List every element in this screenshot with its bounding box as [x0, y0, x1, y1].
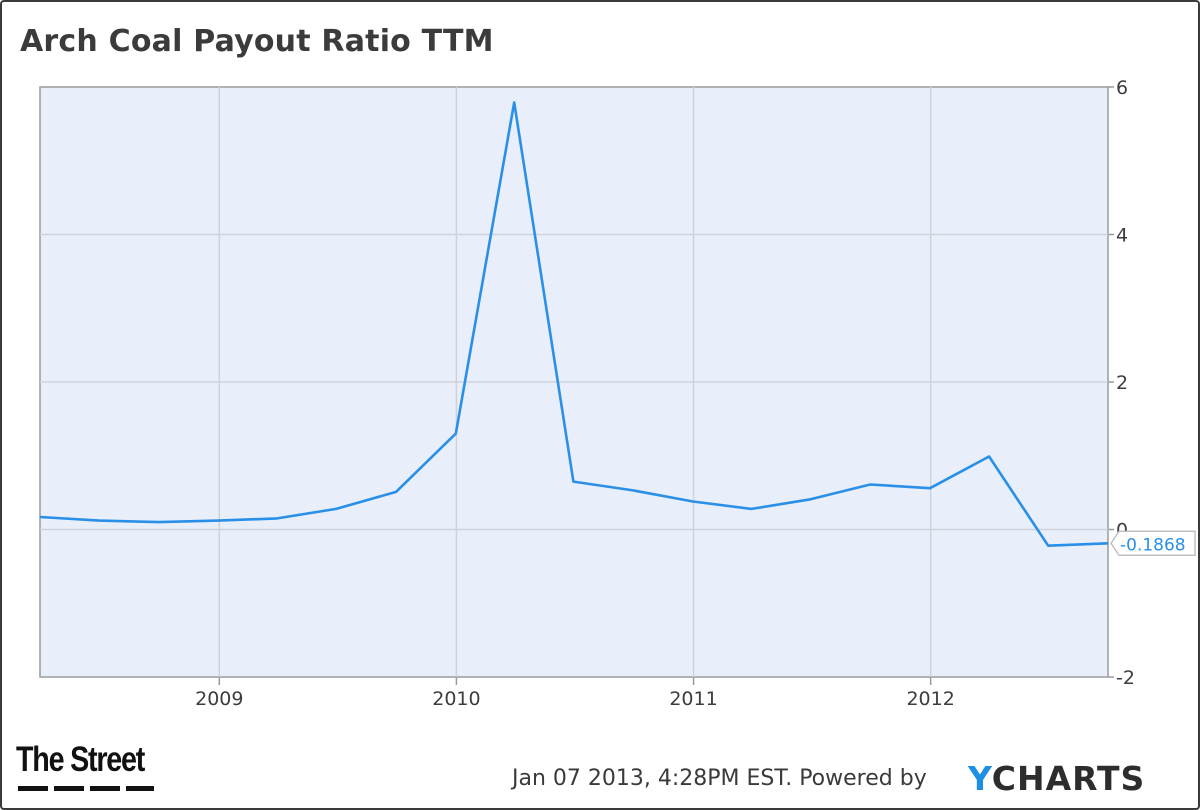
- x-tick-label: 2010: [432, 688, 480, 710]
- x-tick-label: 2011: [669, 688, 717, 710]
- series-line-payout-ratio: [39, 101, 1109, 547]
- footer-timestamp-line: Jan 07 2013, 4:28PM EST. Powered by: [512, 766, 927, 791]
- x-axis: 2009 2010 2011 2012: [195, 677, 955, 710]
- ycharts-logo: YCHARTS: [968, 759, 1145, 798]
- y-tick-label: 4: [1116, 225, 1128, 247]
- x-tick-label: 2009: [195, 688, 243, 710]
- powered-by-text: Powered by: [799, 766, 927, 791]
- x-tick-label: 2012: [906, 688, 954, 710]
- last-value-tag-shape: [1110, 530, 1196, 556]
- gridlines: [40, 87, 1108, 677]
- y-tick-label: 6: [1116, 77, 1128, 99]
- chart-title: Arch Coal Payout Ratio TTM: [20, 24, 494, 59]
- y-tick-label: -2: [1116, 667, 1135, 689]
- ycharts-y-glyph: Y: [968, 759, 992, 798]
- thestreet-logo: The Street: [16, 740, 145, 779]
- ycharts-wordmark: CHARTS: [991, 759, 1146, 798]
- timestamp: Jan 07 2013, 4:28PM EST.: [512, 766, 793, 791]
- last-value-tag: -0.1868: [1110, 530, 1196, 556]
- last-value-label: -0.1868: [1120, 535, 1186, 555]
- thestreet-logo-underline: [18, 786, 154, 791]
- y-tick-label: 2: [1116, 372, 1128, 394]
